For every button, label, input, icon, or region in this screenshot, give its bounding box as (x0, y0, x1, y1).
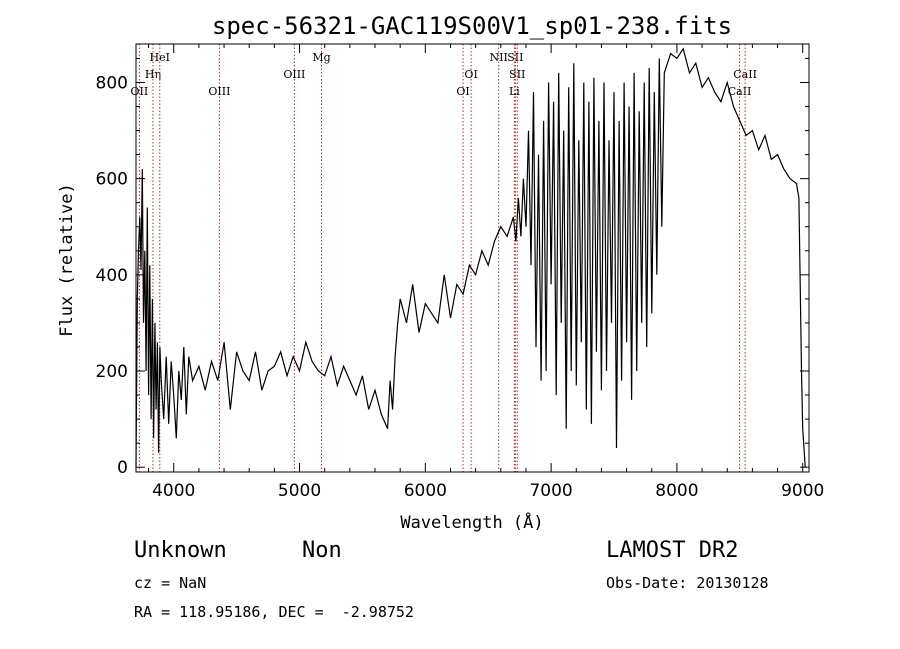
line-marker-label: OI (464, 68, 477, 81)
line-marker-label: CaII (733, 68, 757, 81)
spectrum-line (135, 47, 806, 468)
line-marker-label: Hη (145, 68, 161, 81)
y-tick-label: 800 (96, 73, 128, 93)
y-axis-ticks: 0 200 400 600 800 (96, 57, 809, 478)
emission-line-markers: OII Hη HeI OIII OIII Mg OI OI NII SII SII Li CaII CaI… (131, 44, 757, 472)
x-axis-label: Wavelength (Å) (400, 511, 543, 533)
subclass-label: Non (302, 538, 342, 563)
x-tick-label: 4000 (152, 481, 195, 501)
obs-date-label: Obs-Date: 20130128 (606, 574, 769, 592)
redshift-label: cz = NaN (134, 574, 207, 592)
x-tick-label: 8000 (655, 481, 698, 501)
y-axis-label: Flux (relative) (57, 183, 77, 337)
plot-frame (135, 43, 810, 473)
line-marker-label: SII (509, 68, 525, 81)
y-tick-label: 200 (96, 362, 128, 382)
line-marker-label: OIII (208, 85, 230, 98)
x-axis-ticks: 4000 5000 6000 7000 8000 9000 (148, 44, 824, 501)
line-marker-label: OII (131, 85, 149, 98)
line-marker-label: Li (509, 85, 520, 98)
line-marker-label: CaII (728, 85, 752, 98)
line-marker-label: SII (507, 51, 523, 64)
line-marker-label: OIII (283, 68, 305, 81)
chart-title: spec-56321-GAC119S00V1_sp01-238.fits (212, 12, 732, 40)
class-label: Unknown (134, 538, 227, 563)
y-tick-label: 600 (96, 170, 128, 190)
survey-label: LAMOST DR2 (606, 538, 739, 563)
x-tick-label: 9000 (781, 481, 824, 501)
line-marker-label: NII (490, 51, 508, 64)
line-marker-label: Mg (312, 51, 330, 64)
y-tick-label: 400 (96, 266, 128, 286)
line-marker-label: HeI (150, 51, 170, 64)
radec-label: RA = 118.95186, DEC = -2.98752 (134, 603, 414, 621)
x-tick-label: 5000 (278, 481, 321, 501)
x-tick-label: 7000 (529, 481, 572, 501)
y-tick-label: 0 (117, 458, 128, 478)
spectrum-series (135, 47, 806, 468)
line-marker-label: OI (456, 85, 469, 98)
x-tick-label: 6000 (404, 481, 447, 501)
